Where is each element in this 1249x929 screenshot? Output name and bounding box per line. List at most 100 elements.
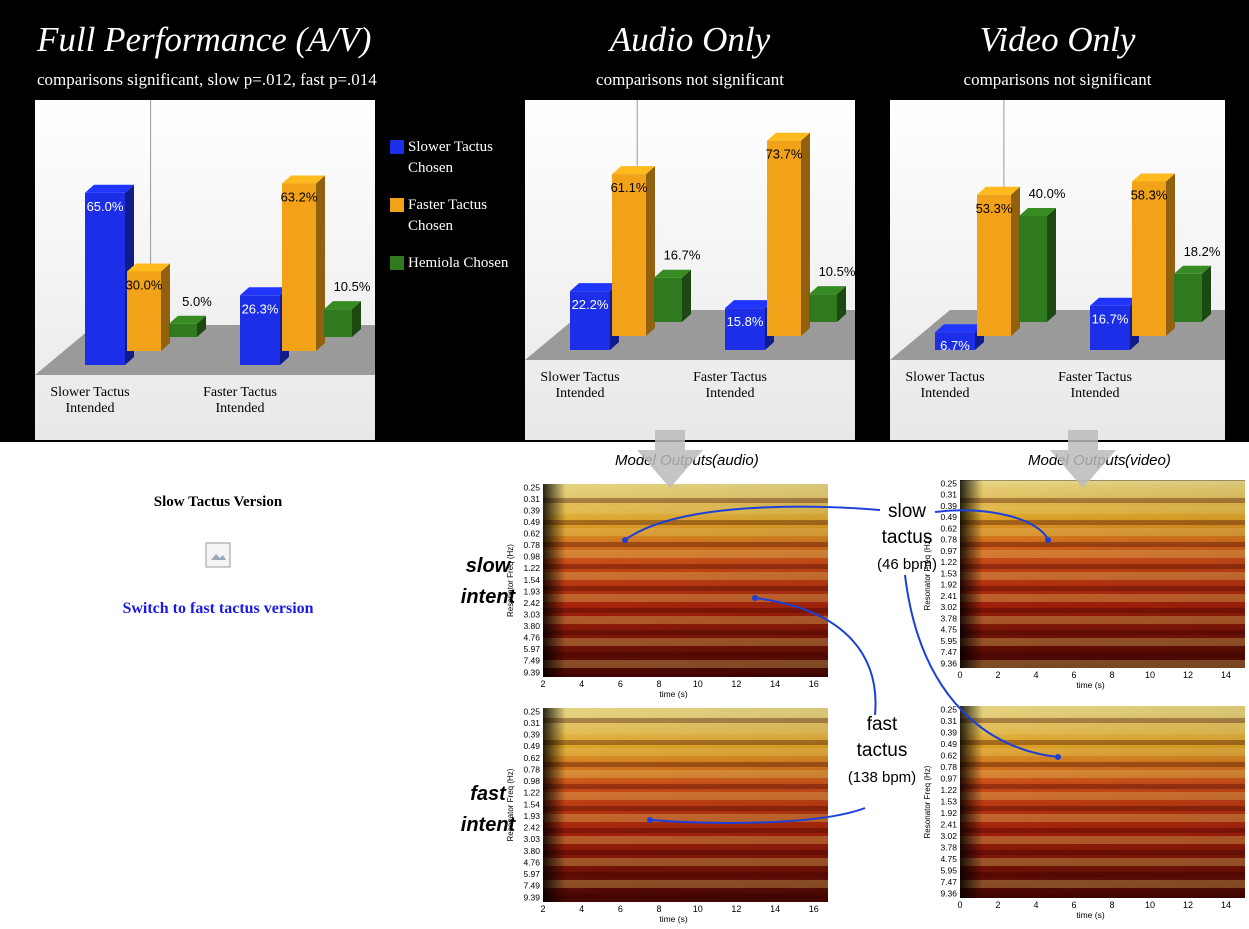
y-tick-label: 4.75 (940, 625, 957, 635)
legend-label: Faster Tactus Chosen (408, 195, 516, 237)
y-tick-label: 0.31 (940, 716, 957, 726)
x-tick-label: 10 (693, 904, 703, 914)
x-tick-label: 2 (540, 904, 545, 914)
bar-group (809, 286, 846, 322)
y-tick-label: 0.31 (523, 494, 540, 504)
y-tick-label: 0.97 (940, 773, 957, 783)
x-tick-label: 6 (618, 904, 623, 914)
bar (1019, 216, 1047, 322)
value-label: 61.1% (611, 180, 648, 195)
y-tick-label: 0.98 (523, 776, 540, 786)
y-tick-label: 0.49 (523, 741, 540, 751)
y-tick-label: 1.92 (940, 808, 957, 818)
image-icon (206, 543, 230, 567)
y-tick-label: 0.49 (523, 517, 540, 527)
legend-swatch (390, 140, 404, 154)
y-tick-label: 1.53 (940, 568, 957, 578)
y-tick-label: 0.49 (940, 512, 957, 522)
y-tick-label: 4.75 (940, 854, 957, 864)
page: 65.0%26.3%30.0%63.2%5.0%10.5%22.2%15.8%6… (0, 0, 1249, 929)
y-tick-label: 0.78 (940, 762, 957, 772)
panel-title: Video Only (890, 20, 1225, 60)
value-label: 16.7% (1092, 312, 1129, 327)
bar (169, 324, 197, 337)
y-tick-label: 9.36 (940, 658, 957, 668)
legend-label: Hemiola Chosen (408, 253, 516, 274)
legend-swatch (390, 256, 404, 270)
y-tick-label: 9.39 (523, 892, 540, 902)
y-tick-label: 1.54 (523, 799, 540, 809)
y-tick-label: 0.39 (523, 730, 540, 740)
value-label: 22.2% (572, 297, 609, 312)
annotation: tactus (882, 527, 933, 548)
heatmap-shade (960, 706, 1245, 898)
x-tick-label: 14 (1221, 670, 1231, 680)
bar-side (1047, 208, 1056, 322)
switch-link[interactable]: Switch to fast tactus version (60, 600, 376, 618)
bar-side (682, 270, 691, 322)
x-axis-label: time (s) (659, 914, 688, 924)
category-label: Slower Tactus Intended (885, 370, 1005, 402)
bar (612, 174, 646, 336)
bar (1132, 182, 1166, 336)
heatmap-shade (960, 480, 1245, 668)
x-tick-label: 12 (731, 904, 741, 914)
y-tick-label: 0.78 (940, 535, 957, 545)
x-axis-label: time (s) (1076, 680, 1105, 690)
y-tick-label: 7.49 (523, 881, 540, 891)
y-tick-label: 0.62 (940, 750, 957, 760)
bar-group (240, 287, 289, 365)
value-label: 30.0% (126, 278, 163, 293)
x-tick-label: 14 (770, 904, 780, 914)
bar (809, 294, 837, 322)
y-axis-label: Resonator Freq (Hz) (923, 537, 932, 610)
value-label: 5.0% (182, 294, 212, 309)
x-tick-label: 10 (1145, 670, 1155, 680)
x-tick-label: 4 (1033, 670, 1038, 680)
x-tick-label: 14 (1221, 900, 1231, 910)
y-tick-label: 0.78 (523, 540, 540, 550)
y-tick-label: 0.25 (523, 706, 540, 716)
y-tick-label: 3.02 (940, 602, 957, 612)
value-label: 10.5% (819, 264, 856, 279)
figure: 65.0%26.3%30.0%63.2%5.0%10.5%22.2%15.8%6… (0, 0, 1249, 929)
value-label: 16.7% (664, 248, 701, 263)
x-tick-label: 10 (1145, 900, 1155, 910)
value-label: 73.7% (766, 147, 803, 162)
value-label: 6.7% (940, 338, 970, 353)
y-tick-label: 5.97 (523, 869, 540, 879)
y-tick-label: 0.31 (940, 490, 957, 500)
x-tick-label: 2 (540, 679, 545, 689)
x-tick-label: 2 (995, 900, 1000, 910)
annotation: fast (470, 783, 507, 805)
y-tick-label: 0.62 (523, 753, 540, 763)
bar-group (767, 133, 810, 336)
panel-title: Audio Only (525, 20, 855, 60)
y-tick-label: 1.22 (523, 788, 540, 798)
y-tick-label: 5.95 (940, 865, 957, 875)
category-label: Slower Tactus Intended (30, 385, 150, 417)
y-tick-label: 1.54 (523, 575, 540, 585)
x-tick-label: 8 (657, 904, 662, 914)
annotation: fast (867, 714, 898, 735)
y-tick-label: 0.25 (940, 704, 957, 714)
x-tick-label: 8 (1109, 670, 1114, 680)
y-tick-label: 4.76 (523, 857, 540, 867)
x-tick-label: 12 (1183, 900, 1193, 910)
y-tick-label: 0.39 (940, 727, 957, 737)
annotation: slow (466, 555, 512, 577)
y-tick-label: 1.93 (523, 586, 540, 596)
legend-swatch (390, 198, 404, 212)
panel-title: Full Performance (A/V) (37, 20, 371, 60)
y-tick-label: 2.42 (523, 598, 540, 608)
bar-group (570, 283, 619, 350)
y-tick-label: 0.78 (523, 764, 540, 774)
value-label: 10.5% (334, 279, 371, 294)
x-tick-label: 16 (809, 679, 819, 689)
y-tick-label: 2.42 (523, 823, 540, 833)
bar (654, 278, 682, 322)
y-tick-label: 3.80 (523, 846, 540, 856)
y-tick-label: 0.25 (940, 478, 957, 488)
value-label: 58.3% (1131, 188, 1168, 203)
bar-group (654, 270, 691, 322)
